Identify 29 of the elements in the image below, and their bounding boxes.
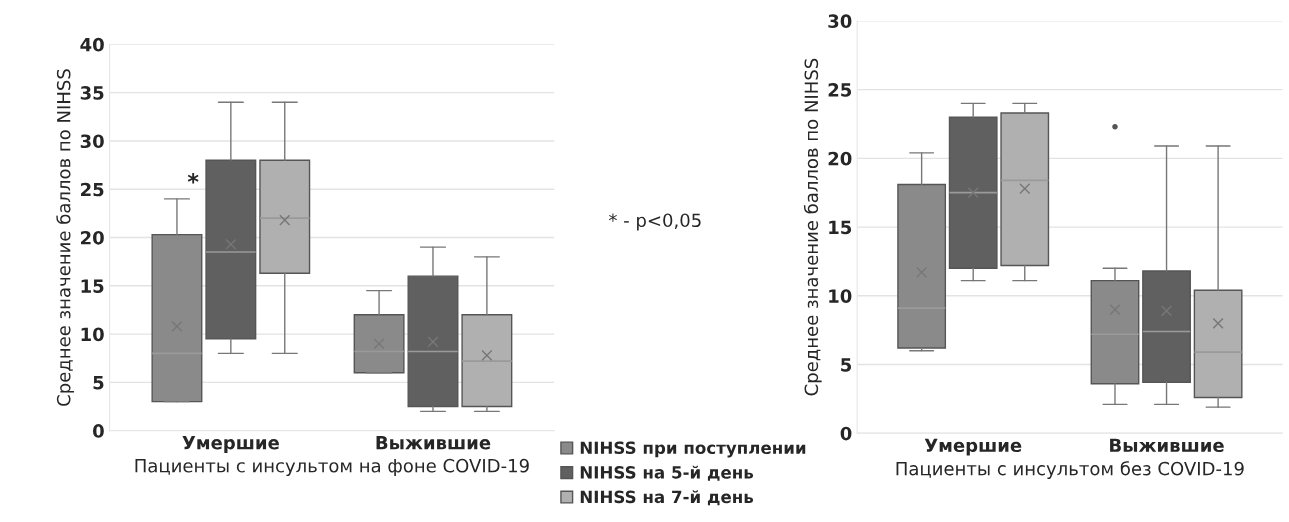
y-tick-label: 25 — [828, 83, 852, 97]
y-tick-label: 10 — [829, 289, 852, 303]
y-tick-label: 0 — [93, 424, 104, 438]
y-tick-label: 30 — [828, 14, 852, 28]
text: * - p<0,05 — [608, 213, 701, 231]
y-tick-label: 20 — [828, 151, 852, 166]
legend-label: NIHSS при поступлении — [580, 441, 806, 458]
x-axis-title: Пациенты с инсультом без COVID-19 — [896, 461, 1244, 479]
y-tick-label: 15 — [81, 279, 104, 293]
y-tick-label: 20 — [81, 230, 104, 245]
legend-label: NIHSS на 5-й день — [580, 465, 754, 481]
y-tick-label: 40 — [80, 37, 104, 52]
x-tick-label: Выжившие — [376, 436, 491, 450]
x-tick-label: Умершие — [924, 438, 1022, 456]
y-tick-label: 15 — [829, 220, 852, 235]
x-axis-title: Пациенты с инсультом на фоне COVID-19 — [135, 458, 529, 477]
x-tick-label: Умершие — [182, 436, 279, 453]
y-axis-title: Среднее значение баллов по NIHSS — [803, 58, 822, 396]
y-tick-label: 25 — [81, 182, 104, 197]
y-tick-label: 0 — [840, 426, 852, 441]
y-tick-label: 5 — [841, 358, 852, 372]
y-axis-title: Среднее значение баллов по NIHSS — [56, 69, 75, 406]
y-tick-label: 10 — [81, 327, 104, 342]
x-tick-label: Выжившие — [1110, 438, 1224, 453]
legend-label: NIHSS на 7-й день — [580, 490, 754, 506]
y-tick-label: 30 — [80, 134, 104, 149]
annotation: * — [187, 173, 199, 184]
y-tick-label: 5 — [93, 376, 104, 390]
y-tick-label: 35 — [80, 86, 104, 100]
